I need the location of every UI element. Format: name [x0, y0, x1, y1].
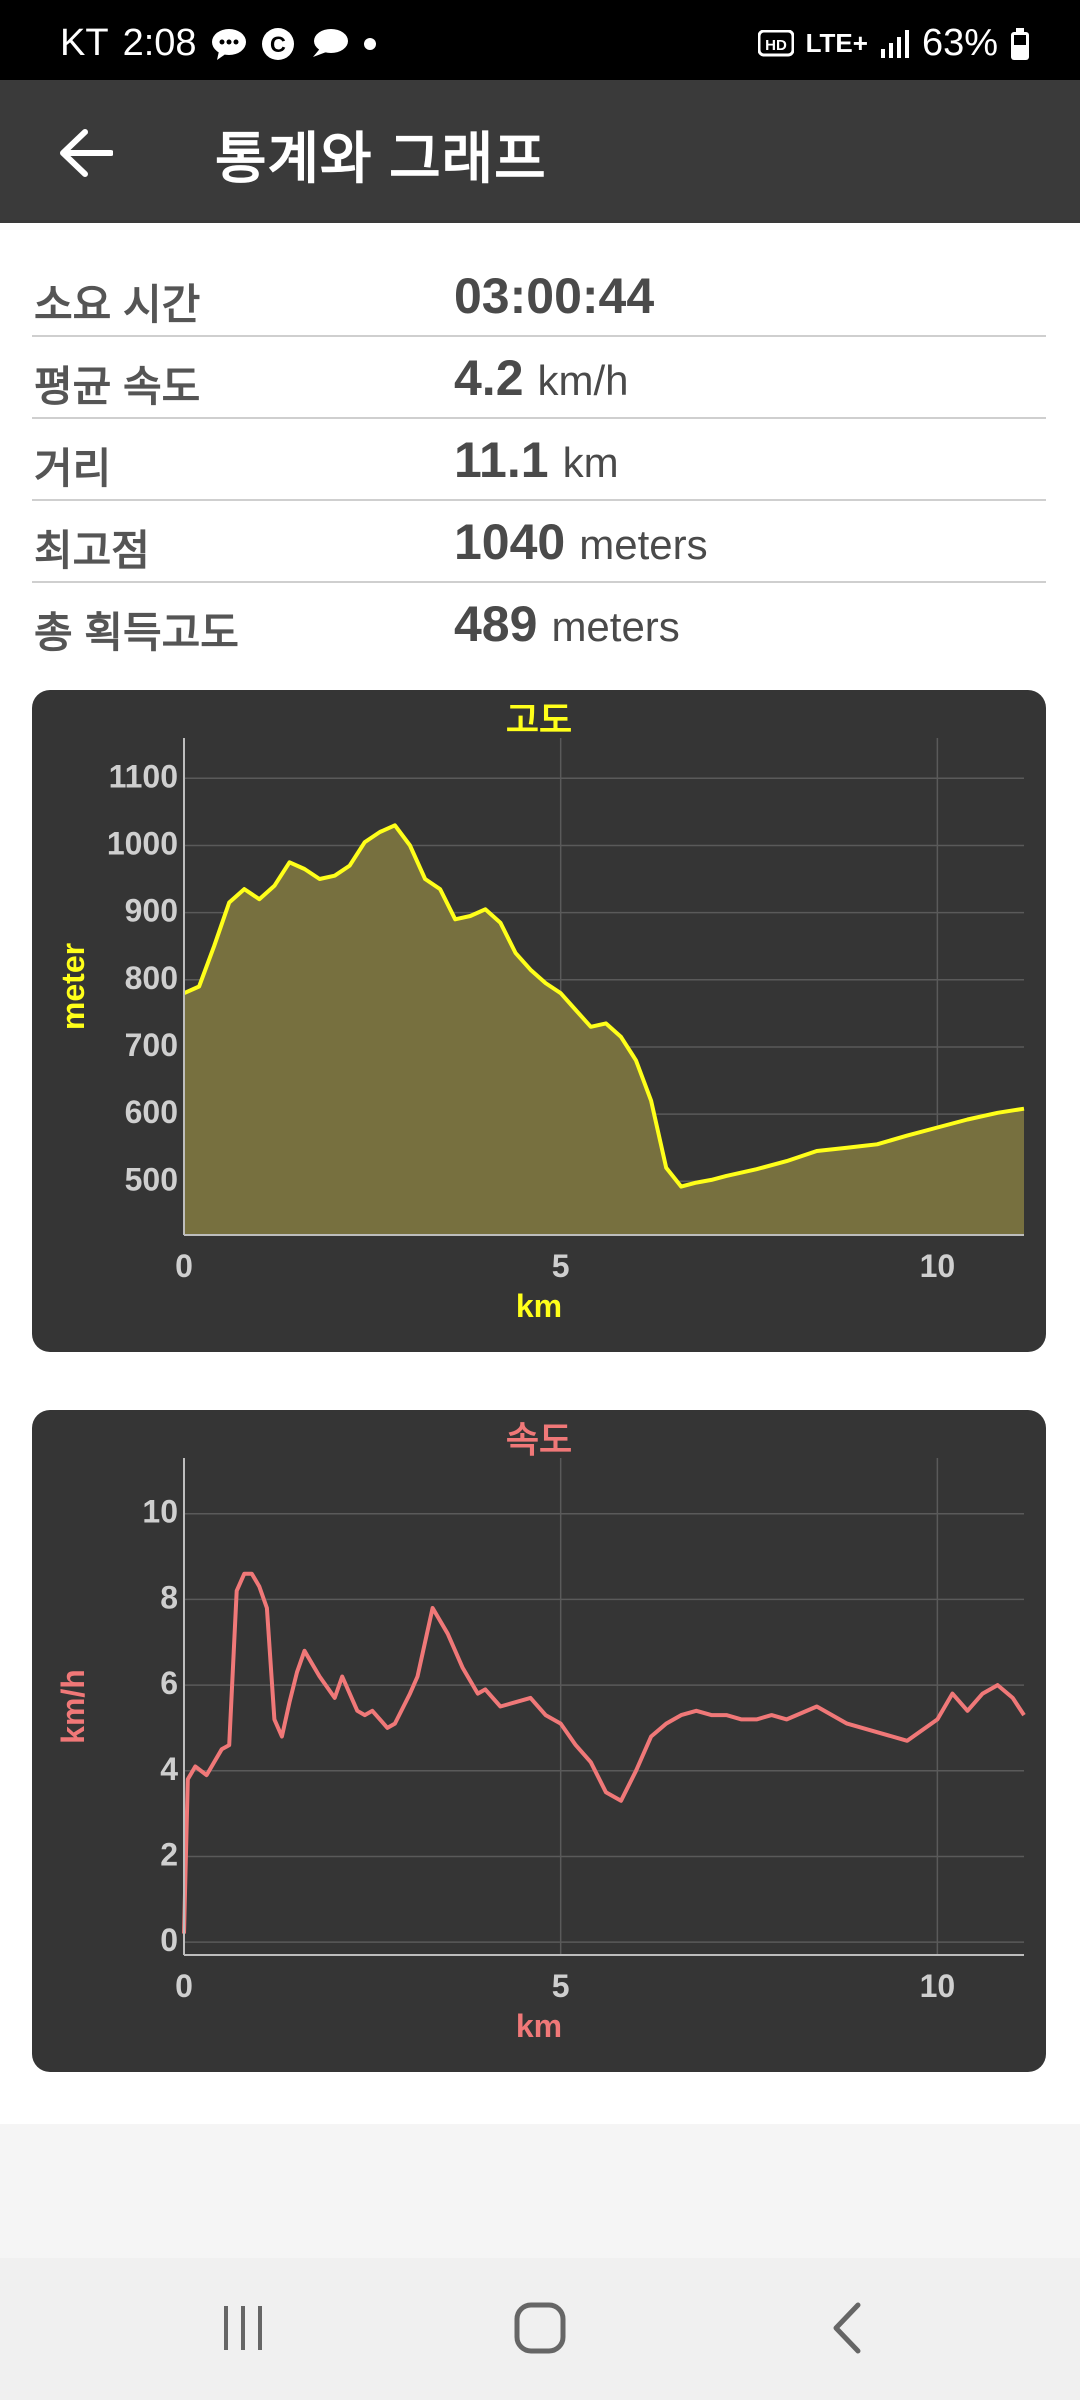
stat-label: 총 획득고도	[34, 609, 239, 656]
x-axis-label: km	[516, 2008, 562, 2044]
y-tick-label: 600	[125, 1094, 178, 1130]
chevron-left-icon	[833, 2302, 861, 2354]
speed-chart-card: 0 2 4 6 8 10 0 5 10 속도 km km/h	[32, 1410, 1046, 2072]
stats-table: 소요 시간 03:00:44 평균 속도 4.2 km/h 거리 11.1 km 최…	[32, 255, 1046, 663]
elevation-area-fill	[184, 825, 1024, 1235]
battery-percent: 63%	[921, 22, 998, 64]
stat-number: 11.1	[454, 432, 549, 488]
page-title: 통계와 그래프	[215, 127, 547, 190]
svg-text:HD: HD	[765, 37, 787, 54]
stat-number: 03:00:44	[454, 268, 655, 324]
y-axis-label: meter	[55, 943, 91, 1030]
stat-label: 소요 시간	[34, 281, 201, 328]
stat-row-max-elevation: 최고점 1040 meters	[32, 501, 1046, 583]
y-tick-label: 1000	[107, 825, 178, 861]
stat-value: 11.1 km	[454, 431, 619, 489]
stat-unit: km/h	[537, 357, 629, 404]
stat-number: 489	[454, 596, 538, 652]
stat-value: 4.2 km/h	[454, 349, 629, 407]
y-tick-label: 10	[142, 1494, 178, 1530]
x-tick-label: 5	[552, 1248, 570, 1284]
status-left: KT 2:08 C	[60, 22, 377, 65]
notification-dot-icon	[363, 37, 377, 51]
stat-number: 1040	[454, 514, 566, 570]
y-tick-label: 8	[160, 1579, 178, 1615]
chat-bubble-icon	[211, 27, 247, 61]
chart-title: 속도	[506, 1419, 572, 1460]
stat-value: 03:00:44	[454, 267, 654, 325]
x-tick-label: 0	[175, 1968, 193, 2004]
stat-label: 거리	[34, 445, 112, 492]
y-tick-label: 900	[125, 893, 178, 929]
stat-unit: meters	[551, 603, 680, 650]
speed-chart: 0 2 4 6 8 10 0 5 10 속도 km km/h	[55, 1419, 1026, 2044]
app-bar: 통계와 그래프	[0, 80, 1080, 223]
stat-label: 평균 속도	[34, 363, 201, 410]
home-icon	[514, 2302, 566, 2354]
hd-icon: HD	[757, 29, 794, 58]
home-button[interactable]	[485, 2288, 595, 2368]
y-tick-label: 800	[125, 960, 178, 996]
x-tick-label: 0	[175, 1248, 193, 1284]
talk-bubble-icon	[309, 27, 349, 61]
stat-row-distance: 거리 11.1 km	[32, 419, 1046, 501]
elevation-series-line	[183, 823, 1025, 1189]
stat-row-duration: 소요 시간 03:00:44	[32, 255, 1046, 337]
battery-icon	[1010, 27, 1030, 61]
stat-label: 최고점	[34, 527, 150, 574]
speed-series-line	[182, 1571, 1026, 1934]
status-bar: KT 2:08 C HD LTE+ 63%	[0, 0, 1080, 80]
y-tick-label: 4	[160, 1751, 178, 1787]
y-tick-label: 6	[160, 1665, 178, 1701]
stat-value: 489 meters	[454, 595, 680, 653]
carrier-label: KT	[60, 22, 109, 64]
y-tick-label: 1100	[109, 758, 178, 794]
y-tick-label: 500	[125, 1161, 178, 1197]
x-axis-label: km	[516, 1288, 562, 1324]
x-tick-label: 10	[920, 1248, 956, 1284]
recents-button[interactable]	[188, 2288, 298, 2368]
elevation-chart-card: 500 600 700 800 900 1000 1100 0 5 10 고도 km meter	[32, 690, 1046, 1352]
clock: 2:08	[122, 22, 197, 64]
recents-icon	[224, 2306, 262, 2350]
chart-title: 고도	[506, 699, 572, 740]
y-tick-label: 0	[160, 1922, 178, 1958]
y-axis-label: km/h	[55, 1669, 91, 1744]
network-type: LTE+	[805, 28, 868, 58]
stat-number: 4.2	[454, 350, 524, 406]
signal-icon	[880, 29, 910, 59]
stat-unit: km	[562, 439, 619, 486]
back-button[interactable]	[42, 120, 128, 186]
x-tick-label: 5	[552, 1968, 570, 2004]
bottom-blank-area	[0, 2124, 1080, 2258]
c-circle-icon: C	[261, 27, 295, 61]
x-tick-label: 10	[920, 1968, 956, 2004]
arrow-left-icon	[60, 129, 113, 177]
y-tick-label: 700	[125, 1027, 178, 1063]
stat-unit: meters	[579, 521, 708, 568]
y-tick-label: 2	[160, 1836, 178, 1872]
stat-row-avg-speed: 평균 속도 4.2 km/h	[32, 337, 1046, 419]
elevation-chart: 500 600 700 800 900 1000 1100 0 5 10 고도 km meter	[55, 699, 1025, 1324]
svg-text:C: C	[270, 32, 286, 57]
system-nav-bar	[0, 2258, 1080, 2400]
nav-back-button[interactable]	[793, 2288, 903, 2368]
stat-row-elevation-gain: 총 획득고도 489 meters	[32, 583, 1046, 663]
stat-value: 1040 meters	[454, 513, 708, 571]
status-right: HD LTE+ 63%	[757, 22, 1030, 65]
